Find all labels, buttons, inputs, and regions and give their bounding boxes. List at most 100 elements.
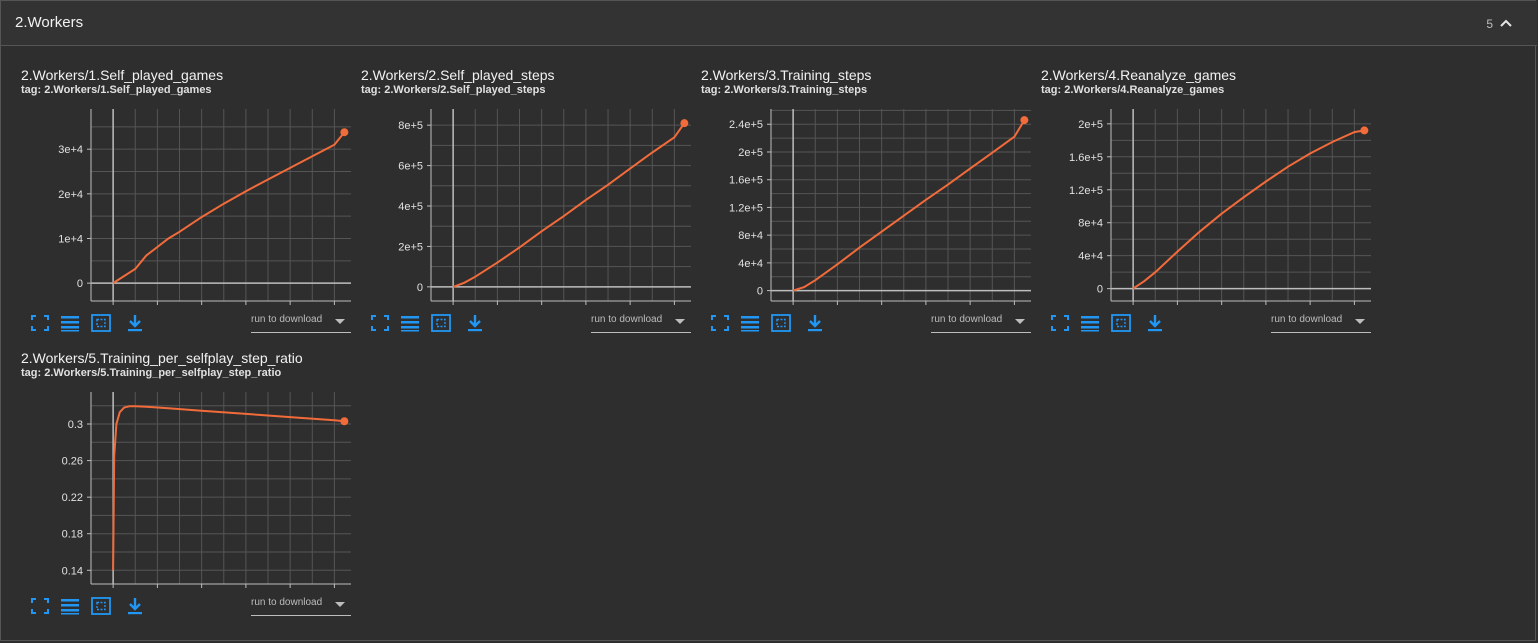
- dropdown-arrow-icon: [675, 319, 685, 324]
- grid: [90, 392, 351, 584]
- section-count: 5: [1486, 17, 1493, 31]
- chart-tag: tag: 2.Workers/5.Training_per_selfplay_s…: [21, 367, 282, 379]
- x-tick-label: 0: [110, 593, 116, 594]
- last-point-marker: [1020, 116, 1029, 125]
- fit-domain-icon[interactable]: [1111, 314, 1131, 332]
- chart-tag: tag: 2.Workers/4.Reanalyze_games: [1041, 84, 1225, 96]
- grid: [770, 109, 1031, 301]
- x-tick-label: 0: [110, 310, 116, 311]
- y-tick-label: 6e+5: [398, 161, 423, 173]
- y-tick-label: 8e+5: [398, 120, 423, 132]
- run-download-select[interactable]: run to download: [251, 310, 351, 333]
- x-tick-label: 8k: [1216, 310, 1228, 311]
- chart-title: 2.Workers/5.Training_per_selfplay_step_r…: [21, 350, 303, 366]
- run-download-label: run to download: [251, 314, 323, 325]
- y-tick-label: 0.3: [68, 419, 83, 431]
- download-icon[interactable]: [125, 314, 145, 332]
- fullscreen-icon[interactable]: [370, 314, 390, 332]
- grid: [430, 109, 691, 301]
- chart-card: 2.Workers/3.Training_steps tag: 2.Workers…: [701, 67, 1041, 347]
- dropdown-arrow-icon: [1355, 319, 1365, 324]
- dropdown-arrow-icon: [335, 602, 345, 607]
- y-tick-label: 0: [417, 282, 423, 294]
- line-chart[interactable]: 0 1e+4 2e+4 3e+4 0 4k 8k 12k 16k 20k: [21, 101, 361, 311]
- chart-card: 2.Workers/2.Self_played_steps tag: 2.Work…: [361, 67, 701, 347]
- run-download-select[interactable]: run to download: [591, 310, 691, 333]
- x-tick-label: 16k: [621, 310, 639, 311]
- run-download-select[interactable]: run to download: [931, 310, 1031, 333]
- x-tick-label: 20k: [1006, 310, 1024, 311]
- section-header[interactable]: 2.Workers 5: [1, 1, 1537, 46]
- y-tick-label: 8e+4: [738, 230, 763, 242]
- download-icon[interactable]: [125, 597, 145, 615]
- fit-domain-icon[interactable]: [771, 314, 791, 332]
- run-download-label: run to download: [591, 314, 663, 325]
- x-tick-label: 8k: [196, 593, 208, 594]
- run-download-label: run to download: [931, 314, 1003, 325]
- grid: [1110, 109, 1371, 301]
- x-tick-label: 0: [790, 310, 796, 311]
- y-tick-label: 0.26: [62, 456, 83, 468]
- x-tick-label: 4k: [832, 310, 844, 311]
- fit-domain-icon[interactable]: [91, 314, 111, 332]
- line-chart[interactable]: 0.14 0.18 0.22 0.26 0.3 0 4k 8k 12k 16k 20k: [21, 384, 361, 594]
- y-tick-label: 0: [77, 278, 83, 290]
- series-line: [452, 122, 686, 288]
- chart-card: 2.Workers/4.Reanalyze_games tag: 2.Worker…: [1041, 67, 1381, 347]
- y-tick-label: 1e+4: [58, 233, 83, 245]
- fit-domain-icon[interactable]: [431, 314, 451, 332]
- chart-card: 2.Workers/1.Self_played_games tag: 2.Work…: [21, 67, 361, 347]
- y-tick-label: 1.6e+5: [729, 175, 763, 187]
- series-line: [112, 405, 345, 571]
- dropdown-arrow-icon: [335, 319, 345, 324]
- y-tick-label: 2e+5: [738, 147, 763, 159]
- y-tick-label: 1.2e+5: [1069, 185, 1103, 197]
- x-tick-label: 4k: [1172, 310, 1184, 311]
- series-line: [112, 131, 346, 284]
- y-tick-label: 0: [757, 286, 763, 298]
- line-chart[interactable]: 0 2e+5 4e+5 6e+5 8e+5 0 4k 8k 12k 16k 20k: [361, 101, 701, 311]
- download-icon[interactable]: [805, 314, 825, 332]
- chevron-up-icon[interactable]: [1498, 15, 1514, 31]
- y-tick-label: 2.4e+5: [729, 119, 763, 131]
- chart-tag: tag: 2.Workers/3.Training_steps: [701, 84, 868, 96]
- y-tick-label: 4e+5: [398, 201, 423, 213]
- x-tick-label: 20k: [666, 310, 684, 311]
- list-icon[interactable]: [60, 314, 80, 332]
- y-tick-label: 8e+4: [1078, 218, 1103, 230]
- x-tick-label: 12k: [237, 593, 255, 594]
- list-icon[interactable]: [60, 597, 80, 615]
- run-download-select[interactable]: run to download: [1271, 310, 1371, 333]
- x-tick-label: 8k: [876, 310, 888, 311]
- fit-domain-icon[interactable]: [91, 597, 111, 615]
- fullscreen-icon[interactable]: [30, 597, 50, 615]
- dropdown-arrow-icon: [1015, 319, 1025, 324]
- fullscreen-icon[interactable]: [1050, 314, 1070, 332]
- list-icon[interactable]: [740, 314, 760, 332]
- y-tick-label: 0: [1097, 284, 1103, 296]
- line-chart[interactable]: 0 4e+4 8e+4 1.2e+5 1.6e+5 2e+5 2.4e+5 0 4k 8k 12k 1…: [701, 101, 1041, 311]
- x-tick-label: 16k: [961, 310, 979, 311]
- line-chart[interactable]: 0 4e+4 8e+4 1.2e+5 1.6e+5 2e+5 0 4k 8k 12k 16k 20k: [1041, 101, 1381, 311]
- download-icon[interactable]: [465, 314, 485, 332]
- chart-title: 2.Workers/4.Reanalyze_games: [1041, 67, 1237, 83]
- list-icon[interactable]: [1080, 314, 1100, 332]
- y-tick-label: 2e+5: [398, 241, 423, 253]
- last-point-marker: [340, 128, 349, 137]
- chart-tag: tag: 2.Workers/2.Self_played_steps: [361, 84, 546, 96]
- x-tick-label: 20k: [1346, 310, 1364, 311]
- run-download-label: run to download: [1271, 314, 1343, 325]
- x-tick-label: 8k: [196, 310, 208, 311]
- chart-title: 2.Workers/1.Self_played_games: [21, 67, 224, 83]
- run-download-label: run to download: [251, 597, 323, 608]
- y-tick-label: 0.18: [62, 529, 83, 541]
- series-line: [792, 119, 1026, 292]
- fullscreen-icon[interactable]: [30, 314, 50, 332]
- fullscreen-icon[interactable]: [710, 314, 730, 332]
- x-tick-label: 12k: [917, 310, 935, 311]
- last-point-marker: [1360, 126, 1369, 135]
- download-icon[interactable]: [1145, 314, 1165, 332]
- list-icon[interactable]: [400, 314, 420, 332]
- run-download-select[interactable]: run to download: [251, 593, 351, 616]
